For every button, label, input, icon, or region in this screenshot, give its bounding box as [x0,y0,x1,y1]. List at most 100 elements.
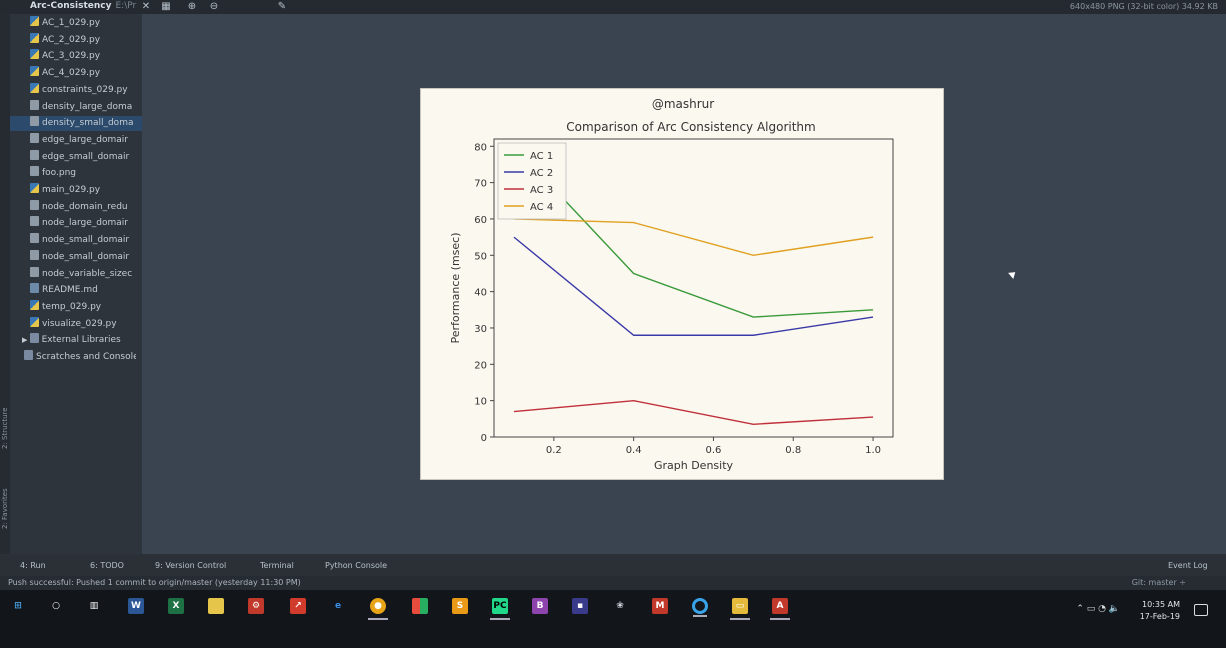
tray-icons[interactable]: ⌃ ▭ ◔ 🔈 [1076,604,1120,614]
markdown-file-icon [30,283,39,294]
pencil-icon[interactable]: ✎ [277,1,287,12]
x-tick-label: 0.4 [626,445,642,456]
python-file-icon [30,299,39,310]
tree-item[interactable]: density_small_doma [10,116,142,132]
sticky-notes-icon[interactable] [208,598,224,614]
python-file-icon [30,82,39,93]
tree-item[interactable]: AC_2_029.py [30,32,142,48]
app-c-icon[interactable]: ▪ [572,598,588,614]
sublime-icon[interactable]: S [452,598,468,614]
x-tick-label: 1.0 [865,445,881,456]
excel-icon[interactable]: X [168,598,184,614]
close-panel-icon[interactable]: ✕ [141,1,151,12]
text-file-icon [30,116,39,127]
version-control-tab[interactable]: 9: Version Control [155,561,227,570]
tree-item[interactable]: AC_3_029.py [30,49,142,64]
chart-image: @mashrur Comparison of Arc Consistency Al… [420,88,944,480]
x-tick-label: 0.2 [546,445,562,456]
x-tick-label: 0.8 [785,445,801,456]
tree-item-label: AC_4_029.py [42,68,101,79]
favorites-tab[interactable]: 2: Favorites [1,488,9,529]
series-line-ac-2 [513,236,874,336]
run-tab[interactable]: 4: Run [20,561,46,570]
tree-item[interactable]: node_variable_sizec [30,266,142,282]
scratches-and-consoles-label: Scratches and Consoles [36,352,136,362]
todo-tab[interactable]: 6: TODO [90,561,124,570]
tree-item[interactable]: node_small_domair [30,249,142,265]
tree-item[interactable]: AC_1_029.py [30,16,142,31]
python-file-icon [30,49,39,60]
notification-icon[interactable] [1194,604,1208,616]
y-tick-label: 0 [481,433,487,444]
grid-icon[interactable]: ▦ [161,1,171,12]
tree-item[interactable]: README.md [30,283,142,298]
tree-item-label: density_large_doma [42,101,133,112]
word-icon[interactable]: W [128,598,144,614]
text-file-icon [30,166,39,177]
tree-item[interactable]: foo.png [30,166,142,181]
chart-watermark: @mashrur [652,97,714,111]
system-tray: ⌃ ▭ ◔ 🔈 10:35 AM 17-Feb-19 [1000,594,1220,624]
tree-item[interactable]: density_large_doma [30,99,142,115]
structure-tab[interactable]: 2: Structure [1,407,9,449]
tree-item[interactable]: main_029.py [30,183,142,198]
tree-item-label: node_small_domair [42,251,130,262]
event-log-tab[interactable]: Event Log [1168,561,1208,570]
app-icon[interactable]: ↗ [290,598,306,614]
file-explorer-icon[interactable]: ▭ [730,598,750,620]
text-file-icon [30,249,39,260]
zoom-out-icon[interactable]: ⊖ [209,1,219,12]
tree-item[interactable]: AC_4_029.py [30,66,142,81]
terminal-tab[interactable]: Terminal [260,561,294,570]
plot-area [493,138,894,438]
tree-item-label: visualize_029.py [42,318,117,329]
tree-item[interactable]: constraints_029.py [30,82,142,98]
windows-start-icon[interactable]: ⊞ [14,601,22,611]
tree-item[interactable]: node_domain_redu [30,199,142,215]
tree-item[interactable]: node_large_domair [30,216,142,231]
x-axis-label: Graph Density [654,459,734,472]
python-file-icon [30,183,39,193]
y-tick-label: 50 [474,251,487,262]
tree-item-label: node_variable_sizec [42,268,133,279]
git-branch[interactable]: Git: master ÷ [1131,578,1186,587]
search-icon[interactable]: ○ [52,601,60,611]
expand-arrow-icon[interactable]: ▶ [22,336,30,345]
app-f-icon[interactable] [692,598,708,617]
bottom-tool-tabs: 4: Run 6: TODO 9: Version Control Termin… [0,556,1226,576]
settings-icon[interactable]: ⚙ [248,598,264,614]
clock-date[interactable]: 17-Feb-19 [1139,612,1180,621]
y-tick-label: 70 [474,179,487,190]
edge-icon[interactable]: e [334,601,342,611]
store-icon[interactable] [412,598,428,614]
series-line-ac-1 [513,145,874,318]
project-title[interactable]: Arc-Consistency E:\Pr [30,0,136,12]
external-libraries-label: External Libraries [41,335,121,346]
chrome-icon[interactable]: ● [368,598,388,620]
pdf-reader-icon[interactable]: A [770,598,790,620]
tree-item-label: node_large_domair [42,218,128,229]
app-d-icon[interactable]: ❀ [616,601,624,611]
tree-item[interactable]: node_small_domair [30,233,142,248]
project-path: E:\Pr [115,1,137,11]
scratches-icon [24,350,33,360]
tree-item[interactable]: temp_029.py [30,299,142,315]
app-b-icon[interactable]: B [532,598,548,614]
taskbar: ⊞ ○ ▥ W X ⚙ ↗ e ● S PC B ▪ ❀ M ▭ A ⌃ ▭ ◔… [0,590,1226,648]
app-e-icon[interactable]: M [652,598,668,614]
pycharm-icon[interactable]: PC [490,598,510,620]
clock-time[interactable]: 10:35 AM [1142,600,1180,609]
text-file-icon [30,266,39,277]
python-console-tab[interactable]: Python Console [325,561,388,570]
zoom-in-icon[interactable]: ⊕ [187,1,197,12]
text-file-icon [30,132,39,143]
tree-item[interactable]: edge_large_domair [30,132,142,148]
external-libraries[interactable]: ▶ External Libraries [22,333,134,348]
tree-item[interactable]: edge_small_domair [30,149,142,165]
scratches-and-consoles[interactable]: Scratches and Consoles [24,350,136,365]
task-view-icon[interactable]: ▥ [89,601,99,611]
tree-item-label: node_domain_redu [42,201,128,212]
tree-item[interactable]: visualize_029.py [30,316,142,332]
tree-item-label: README.md [42,285,98,296]
tree-item-label: constraints_029.py [42,84,128,95]
